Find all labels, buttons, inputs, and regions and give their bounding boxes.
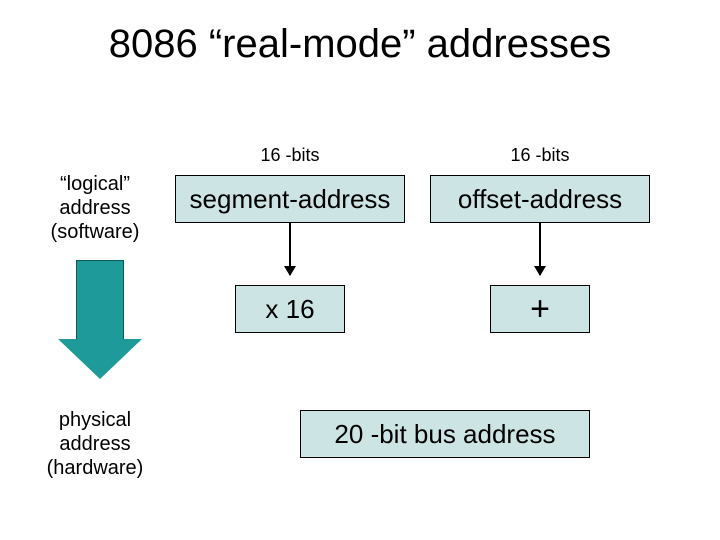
arrow-shaft: [76, 260, 124, 340]
arrow-segment-to-x16: [289, 223, 291, 275]
plus-text: +: [530, 290, 550, 329]
offset-address-text: offset-address: [458, 184, 622, 215]
offset-address-box: offset-address: [430, 175, 650, 223]
physical-label: physical address (hardware): [40, 408, 150, 480]
segment-address-box: segment-address: [175, 175, 405, 223]
bus-address-text: 20 -bit bus address: [334, 419, 555, 450]
logical-line2: address: [40, 196, 150, 220]
slide: 8086 “real-mode” addresses 16 -bits 16 -…: [0, 0, 720, 540]
logical-line3: (software): [40, 220, 150, 244]
bits-label-left: 16 -bits: [175, 145, 405, 166]
arrow-head: [58, 339, 142, 379]
segment-address-text: segment-address: [190, 184, 391, 215]
physical-line2: address: [40, 432, 150, 456]
x16-box: x 16: [235, 285, 345, 333]
physical-line1: physical: [40, 408, 150, 432]
logical-to-physical-arrow: [58, 260, 142, 380]
bits-label-right: 16 -bits: [430, 145, 650, 166]
physical-line3: (hardware): [40, 456, 150, 480]
logical-label: “logical” address (software): [40, 172, 150, 244]
x16-text: x 16: [265, 294, 314, 325]
plus-box: +: [490, 285, 590, 333]
logical-line1: “logical”: [40, 172, 150, 196]
arrow-offset-to-plus: [539, 223, 541, 275]
page-title: 8086 “real-mode” addresses: [0, 22, 720, 67]
bus-address-box: 20 -bit bus address: [300, 410, 590, 458]
